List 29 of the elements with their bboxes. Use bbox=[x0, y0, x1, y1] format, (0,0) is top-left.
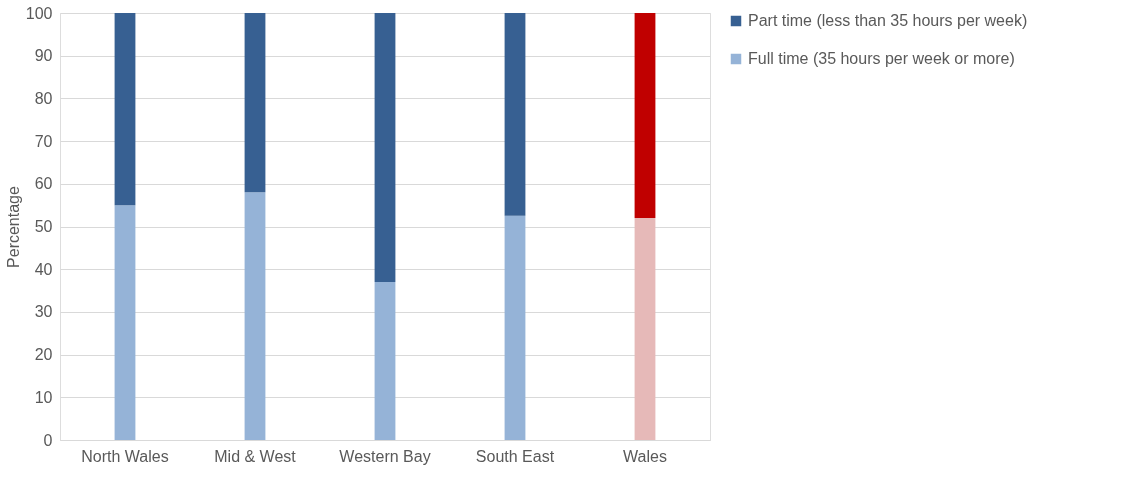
legend-label: Part time (less than 35 hours per week) bbox=[748, 12, 1028, 29]
y-tick-label: 10 bbox=[34, 388, 53, 406]
bar bbox=[374, 282, 396, 440]
legend-label: Full time (35 hours per week or more) bbox=[748, 50, 1015, 67]
bar bbox=[374, 13, 396, 283]
bar bbox=[504, 215, 526, 440]
y-tick-label: 100 bbox=[25, 4, 53, 22]
x-tick-label: North Wales bbox=[81, 447, 169, 465]
bar bbox=[244, 192, 266, 440]
bar bbox=[244, 13, 266, 193]
y-tick-label: 30 bbox=[34, 303, 53, 321]
x-tick-label: Wales bbox=[623, 447, 667, 465]
x-tick-label: Mid & West bbox=[214, 447, 297, 465]
x-tick-label: South East bbox=[475, 447, 555, 465]
y-tick-label: 0 bbox=[43, 431, 53, 449]
y-tick-label: 90 bbox=[34, 47, 53, 65]
y-tick-label: 40 bbox=[34, 260, 53, 278]
y-tick-label: 50 bbox=[34, 218, 53, 235]
bar bbox=[114, 13, 136, 206]
x-tick-label: Western Bay bbox=[339, 447, 431, 465]
bar bbox=[504, 13, 526, 216]
bar bbox=[114, 205, 136, 440]
bar bbox=[634, 217, 656, 440]
y-tick-label: 80 bbox=[34, 89, 53, 107]
y-axis-title: Percentage bbox=[4, 185, 22, 268]
bar bbox=[634, 13, 656, 218]
y-tick-label: 60 bbox=[34, 175, 53, 193]
y-tick-label: 70 bbox=[34, 132, 53, 150]
y-tick-label: 20 bbox=[34, 346, 53, 364]
